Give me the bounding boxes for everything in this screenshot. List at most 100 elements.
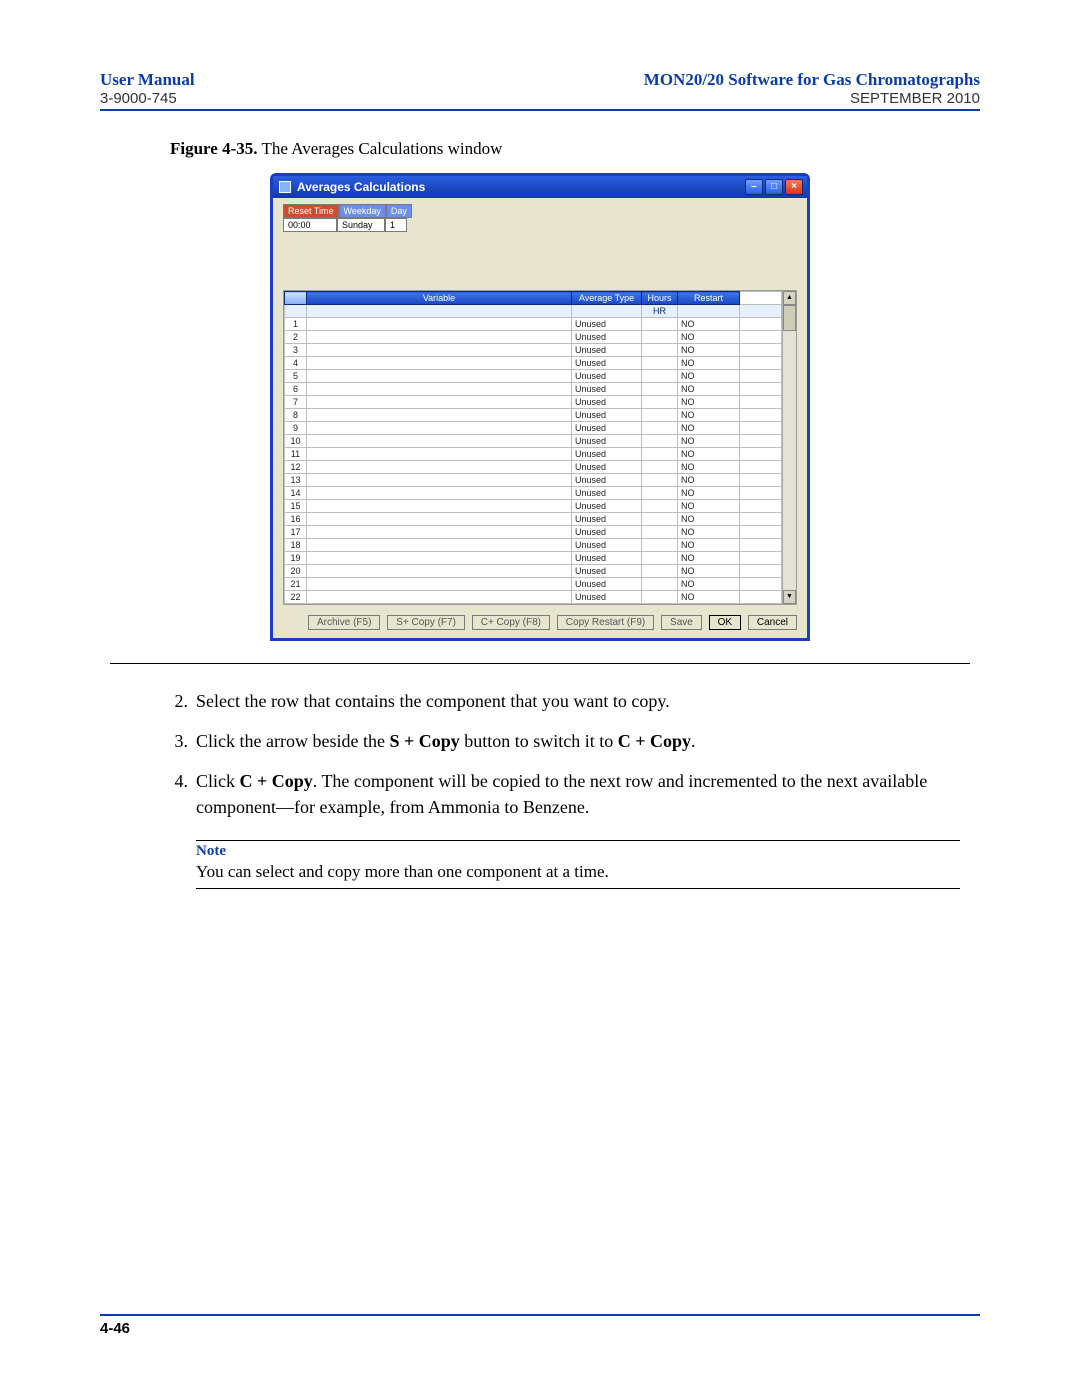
cell-variable[interactable] [307,487,572,500]
table-row[interactable]: 8UnusedNO [285,409,782,422]
vertical-scrollbar[interactable]: ▲ ▼ [782,291,796,604]
maximize-button[interactable]: □ [765,179,783,195]
cell-variable[interactable] [307,565,572,578]
cell-restart[interactable]: NO [678,448,740,461]
ok-button[interactable]: OK [709,615,741,630]
cell-variable[interactable] [307,461,572,474]
cell-hours[interactable] [642,565,678,578]
cell-hours[interactable] [642,370,678,383]
cell-restart[interactable]: NO [678,383,740,396]
weekday-value[interactable]: Sunday [337,218,385,232]
cell-hours[interactable] [642,552,678,565]
cell-variable[interactable] [307,591,572,604]
scopy-button[interactable]: S+ Copy (F7) [387,615,465,630]
cell-hours[interactable] [642,383,678,396]
reset-time-value[interactable]: 00:00 [283,218,337,232]
archive-button[interactable]: Archive (F5) [308,615,380,630]
table-row[interactable]: 14UnusedNO [285,487,782,500]
table-row[interactable]: 16UnusedNO [285,513,782,526]
cell-restart[interactable]: NO [678,474,740,487]
cell-avgtype[interactable]: Unused [572,578,642,591]
cell-variable[interactable] [307,396,572,409]
col-header-restart[interactable]: Restart [678,292,740,305]
cell-restart[interactable]: NO [678,422,740,435]
cell-hours[interactable] [642,409,678,422]
table-row[interactable]: 3UnusedNO [285,344,782,357]
cell-variable[interactable] [307,474,572,487]
table-row[interactable]: 21UnusedNO [285,578,782,591]
cell-restart[interactable]: NO [678,487,740,500]
table-row[interactable]: 4UnusedNO [285,357,782,370]
cell-avgtype[interactable]: Unused [572,565,642,578]
cell-avgtype[interactable]: Unused [572,409,642,422]
table-row[interactable]: 11UnusedNO [285,448,782,461]
cell-hours[interactable] [642,318,678,331]
cell-variable[interactable] [307,370,572,383]
cell-hours[interactable] [642,591,678,604]
cell-hours[interactable] [642,396,678,409]
cell-variable[interactable] [307,578,572,591]
table-row[interactable]: 12UnusedNO [285,461,782,474]
cell-restart[interactable]: NO [678,500,740,513]
cell-avgtype[interactable]: Unused [572,461,642,474]
cell-avgtype[interactable]: Unused [572,370,642,383]
cell-avgtype[interactable]: Unused [572,552,642,565]
cell-avgtype[interactable]: Unused [572,383,642,396]
cell-restart[interactable]: NO [678,565,740,578]
table-row[interactable]: 22UnusedNO [285,591,782,604]
cell-restart[interactable]: NO [678,357,740,370]
table-row[interactable]: 1UnusedNO [285,318,782,331]
cell-avgtype[interactable]: Unused [572,344,642,357]
cell-variable[interactable] [307,552,572,565]
cell-variable[interactable] [307,539,572,552]
cell-avgtype[interactable]: Unused [572,539,642,552]
cell-hours[interactable] [642,461,678,474]
cell-restart[interactable]: NO [678,331,740,344]
cell-restart[interactable]: NO [678,409,740,422]
cell-hours[interactable] [642,448,678,461]
cell-hours[interactable] [642,357,678,370]
cell-avgtype[interactable]: Unused [572,331,642,344]
cell-avgtype[interactable]: Unused [572,422,642,435]
cell-restart[interactable]: NO [678,435,740,448]
cell-restart[interactable]: NO [678,461,740,474]
minimize-button[interactable]: – [745,179,763,195]
cell-hours[interactable] [642,539,678,552]
cell-avgtype[interactable]: Unused [572,435,642,448]
cell-variable[interactable] [307,435,572,448]
titlebar[interactable]: Averages Calculations – □ × [273,176,807,198]
cell-hours[interactable] [642,526,678,539]
table-row[interactable]: 2UnusedNO [285,331,782,344]
cell-hours[interactable] [642,513,678,526]
scroll-up-icon[interactable]: ▲ [783,291,796,305]
table-row[interactable]: 17UnusedNO [285,526,782,539]
cell-hours[interactable] [642,435,678,448]
cell-variable[interactable] [307,409,572,422]
col-header-avgtype[interactable]: Average Type [572,292,642,305]
col-header-rownum[interactable] [285,292,307,305]
table-row[interactable]: 15UnusedNO [285,500,782,513]
cell-hours[interactable] [642,500,678,513]
table-row[interactable]: 9UnusedNO [285,422,782,435]
table-row[interactable]: 10UnusedNO [285,435,782,448]
cell-hours[interactable] [642,422,678,435]
cell-avgtype[interactable]: Unused [572,487,642,500]
cell-variable[interactable] [307,331,572,344]
cell-hours[interactable] [642,578,678,591]
cell-avgtype[interactable]: Unused [572,357,642,370]
cell-restart[interactable]: NO [678,578,740,591]
cell-avgtype[interactable]: Unused [572,526,642,539]
cell-avgtype[interactable]: Unused [572,448,642,461]
table-row[interactable]: 6UnusedNO [285,383,782,396]
cancel-button[interactable]: Cancel [748,615,797,630]
cell-avgtype[interactable]: Unused [572,396,642,409]
cell-hours[interactable] [642,487,678,500]
col-header-variable[interactable]: Variable [307,292,572,305]
cell-restart[interactable]: NO [678,591,740,604]
scroll-down-icon[interactable]: ▼ [783,590,796,604]
table-row[interactable]: 18UnusedNO [285,539,782,552]
col-header-hours[interactable]: Hours [642,292,678,305]
cell-restart[interactable]: NO [678,552,740,565]
cell-variable[interactable] [307,448,572,461]
table-row[interactable]: 13UnusedNO [285,474,782,487]
